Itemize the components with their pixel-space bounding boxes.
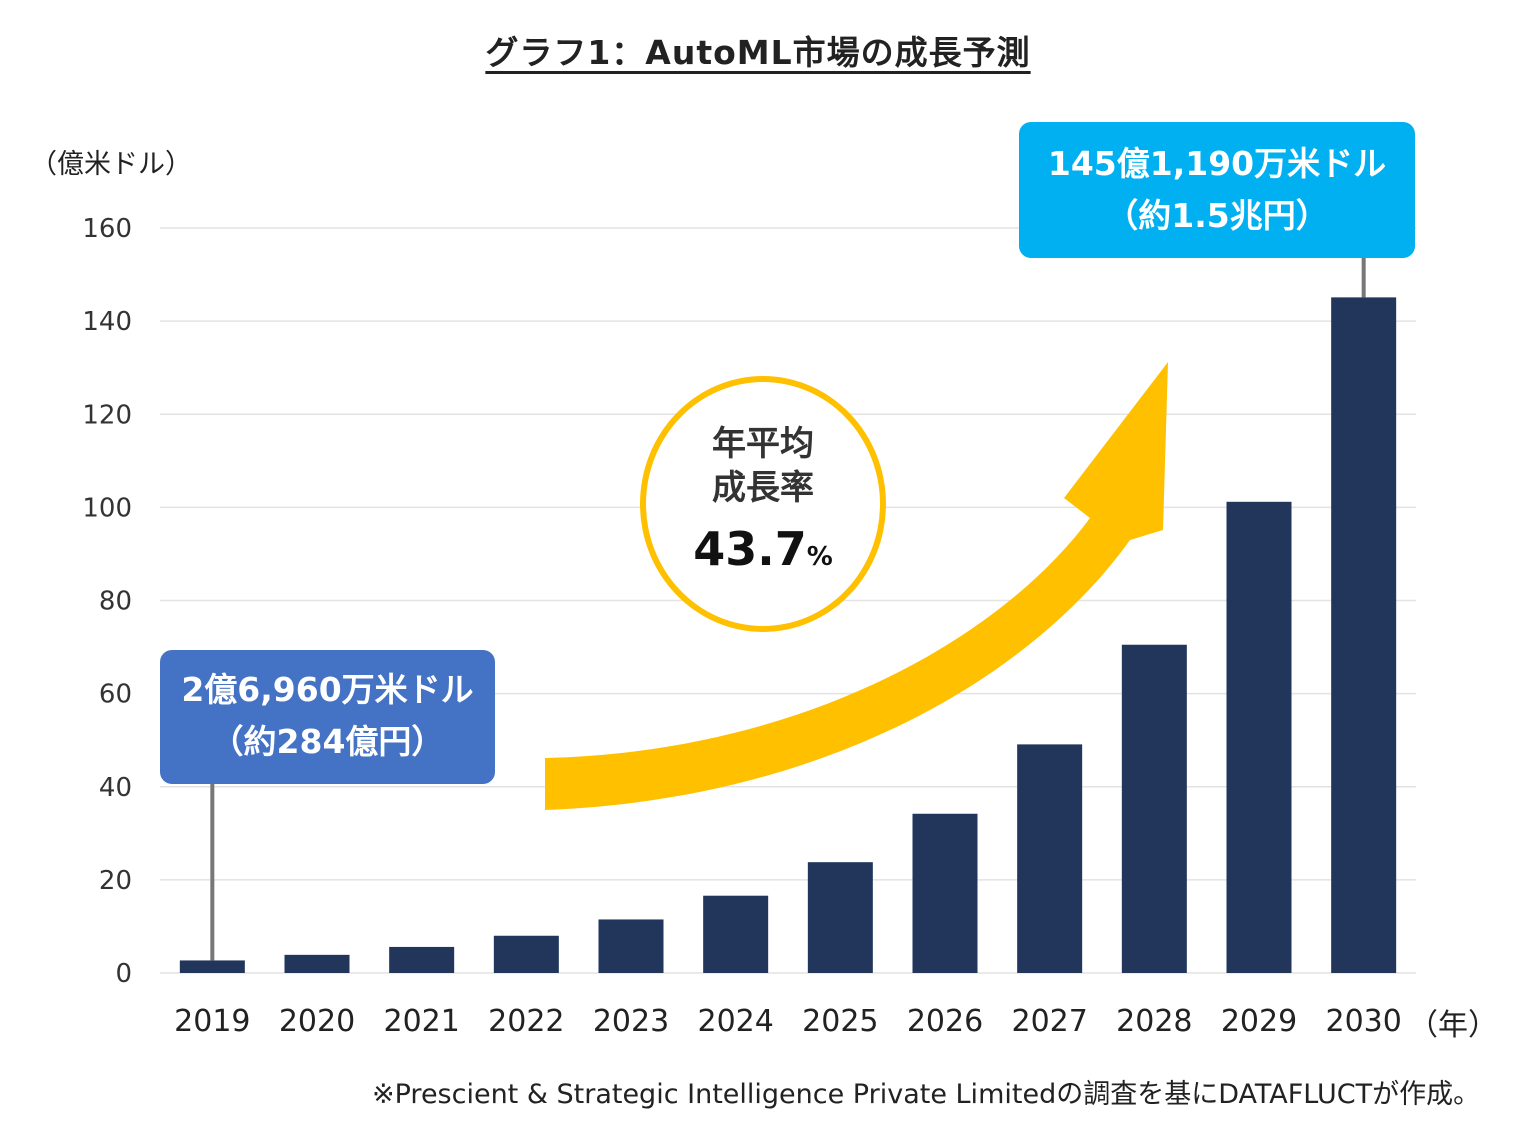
- bar-2020: [284, 954, 350, 973]
- end-value-amount: 145億1,190万米ドル: [1047, 144, 1387, 183]
- bar-2028: [1121, 644, 1187, 973]
- growth-arrow-icon: [545, 362, 1168, 810]
- bar-2021: [389, 946, 455, 973]
- x-tick-label: 2028: [1116, 1004, 1192, 1039]
- bar-2026: [912, 813, 978, 973]
- x-tick-label: 2021: [383, 1004, 459, 1039]
- x-tick-label: 2026: [907, 1004, 983, 1039]
- cagr-value: 43.7%: [646, 522, 880, 576]
- x-tick-label: 2020: [279, 1004, 355, 1039]
- y-axis-ticks: 0 20 40 60 80 100 120 140 160: [82, 214, 132, 989]
- x-tick-label: 2019: [174, 1004, 250, 1039]
- cagr-number: 43.7: [693, 522, 807, 576]
- y-tick-label: 160: [82, 214, 132, 244]
- x-tick-label: 2024: [697, 1004, 773, 1039]
- end-value-callout: 145億1,190万米ドル （約1.5兆円）: [1019, 122, 1415, 258]
- cagr-label-line2: 成長率: [712, 468, 814, 508]
- y-tick-label: 100: [82, 493, 132, 523]
- cagr-percent-sign: %: [806, 542, 833, 572]
- cagr-circle: 年平均 成長率 43.7%: [640, 376, 886, 632]
- x-tick-label: 2029: [1221, 1004, 1297, 1039]
- x-axis-ticks: 2019 2020 2021 2022 2023 2024 2025 2026 2027 2028…: [174, 1004, 1402, 1039]
- bar-2030: [1331, 297, 1397, 973]
- x-tick-label: 2030: [1325, 1004, 1401, 1039]
- start-value-callout: 2億6,960万米ドル （約284億円）: [160, 650, 495, 784]
- y-tick-label: 20: [99, 866, 132, 896]
- bar-2027: [1017, 744, 1083, 973]
- y-tick-label: 40: [99, 773, 132, 803]
- end-value-yen: （約1.5兆円）: [1105, 196, 1329, 235]
- y-tick-label: 80: [99, 587, 132, 617]
- x-tick-label: 2023: [593, 1004, 669, 1039]
- bar-2024: [703, 895, 769, 973]
- y-axis-unit-label: （億米ドル）: [30, 149, 192, 180]
- cagr-label-line1: 年平均: [712, 424, 814, 464]
- y-tick-label: 0: [115, 959, 132, 989]
- bars: [179, 297, 1397, 973]
- x-tick-label: 2025: [802, 1004, 878, 1039]
- y-tick-label: 60: [99, 680, 132, 710]
- chart-title: グラフ1：AutoML市場の成長予測: [485, 33, 1031, 72]
- bar-2025: [807, 862, 873, 973]
- x-tick-label: 2022: [488, 1004, 564, 1039]
- bar-2019: [179, 960, 245, 973]
- bar-2029: [1226, 501, 1292, 973]
- y-tick-label: 140: [82, 307, 132, 337]
- bar-2023: [598, 919, 664, 973]
- start-value-amount: 2億6,960万米ドル: [181, 670, 474, 709]
- y-tick-label: 120: [82, 400, 132, 430]
- callout-leader-lines: [210, 258, 1366, 961]
- x-tick-label: 2027: [1011, 1004, 1087, 1039]
- bar-2022: [493, 935, 559, 973]
- x-axis-unit-label: （年）: [1408, 1008, 1498, 1043]
- source-note: ※Prescient & Strategic Intelligence Priv…: [372, 1079, 1481, 1110]
- start-value-yen: （約284億円）: [210, 722, 445, 761]
